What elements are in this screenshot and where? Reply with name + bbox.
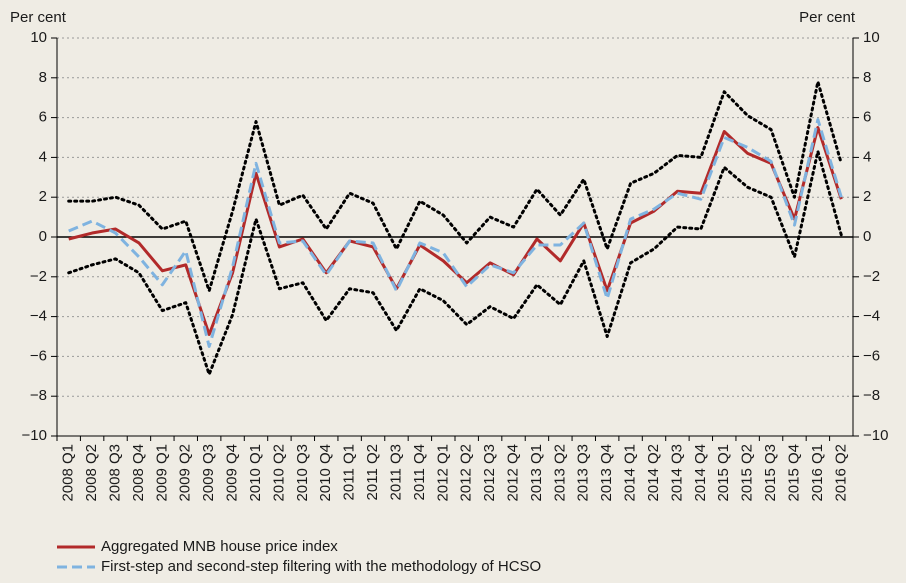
- y2-tick-label: 2: [863, 188, 871, 205]
- x-tick-label: 2016 Q1: [809, 444, 826, 502]
- series-line: [68, 118, 843, 348]
- x-tick-label: 2009 Q4: [224, 444, 241, 502]
- x-tick-label: 2010 Q4: [317, 444, 334, 502]
- y-tick-label: 10: [30, 29, 47, 46]
- y-tick-label: −2: [30, 268, 47, 285]
- x-tick-label: 2008 Q4: [130, 444, 147, 502]
- y-tick-label: 2: [39, 188, 47, 205]
- y2-axis-label: Per cent: [799, 9, 856, 26]
- y2-tick-label: 0: [863, 228, 871, 245]
- legend-label: Aggregated MNB house price index: [101, 538, 338, 555]
- x-tick-label: 2015 Q1: [715, 444, 732, 502]
- x-tick-label: 2013 Q1: [528, 444, 545, 502]
- x-tick-label: 2014 Q1: [622, 444, 639, 502]
- x-tick-label: 2013 Q2: [551, 444, 568, 502]
- y-tick-label: −4: [30, 308, 47, 325]
- x-tick-label: 2012 Q4: [504, 444, 521, 502]
- x-tick-label: 2010 Q1: [247, 444, 264, 502]
- x-tick-label: 2016 Q2: [832, 444, 849, 502]
- x-tick-label: 2011 Q2: [364, 444, 381, 500]
- y2-tick-label: −4: [863, 308, 880, 325]
- x-tick-label: 2010 Q2: [270, 444, 287, 502]
- series-line: [67, 80, 843, 293]
- x-tick-label: 2014 Q4: [692, 444, 709, 502]
- series-line: [67, 149, 843, 376]
- x-tick-label: 2008 Q3: [106, 444, 123, 502]
- x-tick-label: 2012 Q1: [434, 444, 451, 502]
- x-tick-label: 2010 Q3: [294, 444, 311, 502]
- x-tick-label: 2009 Q1: [153, 444, 170, 502]
- y2-tick-label: 8: [863, 69, 871, 86]
- y2-tick-label: −2: [863, 268, 880, 285]
- y-tick-label: −8: [30, 387, 47, 404]
- x-tick-label: 2011 Q3: [387, 444, 404, 500]
- y2-tick-label: −8: [863, 387, 880, 404]
- x-tick-label: 2015 Q3: [762, 444, 779, 502]
- x-tick-label: 2012 Q2: [458, 444, 475, 502]
- y2-tick-label: −6: [863, 347, 880, 364]
- x-tick-label: 2008 Q1: [60, 444, 77, 502]
- x-tick-label: 2014 Q2: [645, 444, 662, 502]
- y2-tick-label: 4: [863, 148, 871, 165]
- x-tick-label: 2009 Q3: [200, 444, 217, 502]
- y-tick-label: −6: [30, 347, 47, 364]
- y-tick-label: 8: [39, 69, 47, 86]
- x-tick-label: 2013 Q4: [598, 444, 615, 502]
- legend-label: First-step and second-step filtering wit…: [101, 558, 541, 575]
- x-tick-label: 2011 Q4: [411, 444, 428, 500]
- y-tick-label: 0: [39, 228, 47, 245]
- x-tick-label: 2013 Q3: [575, 444, 592, 502]
- y-axis-label: Per cent: [10, 9, 67, 26]
- y2-tick-label: 10: [863, 29, 880, 46]
- x-tick-label: 2008 Q2: [83, 444, 100, 502]
- y2-tick-label: −10: [863, 427, 888, 444]
- x-tick-label: 2012 Q3: [481, 444, 498, 502]
- y2-tick-label: 6: [863, 109, 871, 126]
- x-tick-label: 2015 Q4: [785, 444, 802, 502]
- x-tick-label: 2014 Q3: [668, 444, 685, 502]
- y-tick-label: −10: [22, 427, 47, 444]
- y-tick-label: 6: [39, 109, 47, 126]
- x-tick-label: 2015 Q2: [739, 444, 756, 502]
- x-tick-label: 2011 Q1: [341, 444, 358, 500]
- y-tick-label: 4: [39, 148, 47, 165]
- x-tick-label: 2009 Q2: [177, 444, 194, 502]
